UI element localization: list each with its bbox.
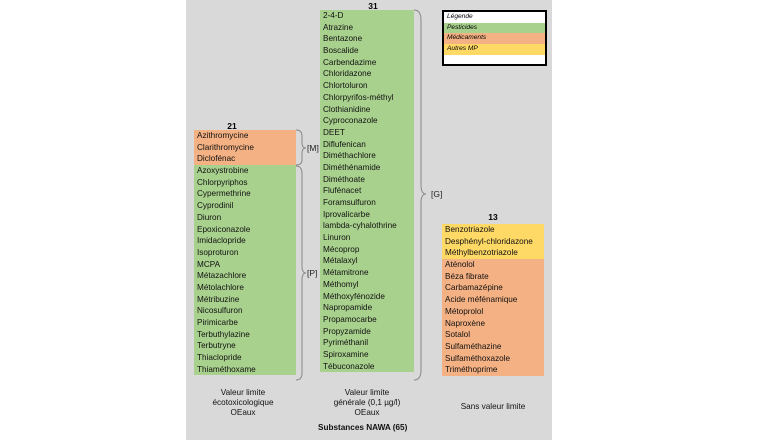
right-medicament-item: Sulfaméthazine — [442, 340, 544, 353]
right-medicament-item: Acide méfénamique — [442, 294, 544, 306]
left-pesticide-item: Pirimicarbe — [194, 317, 296, 329]
middle-pesticide-item: Bentazone — [320, 33, 414, 46]
left-caption: Valeur limite écotoxicologique OEaux — [194, 388, 292, 418]
middle-pesticide-item: Propyzamide — [320, 325, 414, 338]
middle-pesticide-item: Diméthénamide — [320, 161, 414, 174]
left-pesticide-item: Imidaclopride — [194, 235, 296, 247]
left-pesticide-item: Diuron — [194, 211, 296, 224]
left-caption-line3: OEaux — [230, 408, 256, 417]
middle-pesticide-item: DEET — [320, 126, 414, 139]
left-pesticide-item: Terbuthylazine — [194, 328, 296, 341]
middle-pesticide-item: Boscalide — [320, 45, 414, 57]
left-pesticide-item: Azoxystrobine — [194, 165, 296, 177]
middle-caption-line2: générale (0,1 µg/l) — [333, 398, 401, 407]
middle-pesticide-item: Chlortoluron — [320, 80, 414, 92]
right-medicament-item: Aténolol — [442, 259, 544, 271]
left-pesticide-item: Epoxiconazole — [194, 223, 296, 236]
left-pesticides-list: Azoxystrobine Chlorpyriphos Cypermethrine C… — [194, 165, 296, 376]
left-pesticide-item: Terbutryne — [194, 340, 296, 353]
left-medicaments-brace — [295, 129, 307, 166]
brace-label-m: [M] — [307, 143, 319, 153]
right-autre-item: Desphényl-chloridazone — [442, 235, 544, 248]
left-pesticide-item: Thiaméthoxame — [194, 363, 296, 376]
middle-pesticide-item: Napropamide — [320, 302, 414, 314]
middle-pesticide-item: Métamitrone — [320, 267, 414, 279]
legend-title: Légende — [447, 13, 473, 20]
middle-caption: Valeur limite générale (0,1 µg/l) OEaux — [318, 388, 416, 418]
middle-pesticide-item: Clothianidine — [320, 103, 414, 116]
middle-pesticide-item: Pyriméthanil — [320, 337, 414, 349]
right-autres-list: Benzotriazole Desphényl-chloridazone Méthy… — [442, 224, 544, 260]
left-medicament-item: Diclofénac — [194, 153, 296, 166]
right-caption: Sans valeur limite — [442, 402, 544, 412]
middle-pesticide-item: Diméthachlore — [320, 150, 414, 162]
legend: Légende Pesticides Médicaments Autres MP — [442, 10, 547, 66]
middle-pesticide-item: Iprovalicarbe — [320, 208, 414, 221]
left-medicament-item: Clarithromycine — [194, 141, 296, 154]
middle-pesticide-item: Linuron — [320, 232, 414, 244]
left-pesticide-item: Cypermethrine — [194, 188, 296, 201]
left-count: 21 — [227, 121, 237, 131]
footer-title: Substances NAWA (65) — [318, 423, 408, 432]
middle-pesticide-item: Chloridazone — [320, 68, 414, 81]
right-medicaments-list: Aténolol Béza fibrate Carbamazépine Acide m… — [442, 259, 544, 376]
left-medicaments-list: Azithromycine Clarithromycine Diclofénac — [194, 130, 296, 166]
legend-autres-mp: Autres MP — [444, 44, 545, 55]
middle-pesticide-item: Méthomyl — [320, 278, 414, 291]
left-pesticide-item: Thiaclopride — [194, 352, 296, 364]
middle-pesticide-item: Métalaxyl — [320, 255, 414, 268]
middle-brace — [413, 9, 427, 381]
middle-pesticide-item: Carbendazime — [320, 56, 414, 69]
legend-pesticides: Pesticides — [444, 22, 545, 34]
middle-pesticides-list: 2-4-D Atrazine Bentazone Boscalide Carbendaz… — [320, 10, 414, 373]
middle-pesticide-item: lambda-cyhalothrine — [320, 220, 414, 233]
left-pesticide-item: Métolachlore — [194, 281, 296, 294]
brace-label-p: [P] — [307, 268, 318, 278]
left-pesticide-item: Nicosulfuron — [194, 305, 296, 318]
middle-pesticide-item: Méthoxyfénozide — [320, 290, 414, 303]
middle-pesticide-item: Atrazine — [320, 21, 414, 34]
middle-pesticide-item: Tébuconazole — [320, 360, 414, 373]
left-pesticide-item: Cyprodinil — [194, 200, 296, 212]
right-autre-item: Méthylbenzotriazole — [442, 247, 544, 260]
middle-pesticide-item: Diméthoate — [320, 173, 414, 186]
right-medicament-item: Métoprolol — [442, 305, 544, 318]
middle-caption-line3: OEaux — [354, 408, 380, 417]
right-medicament-item: Triméthoprime — [442, 364, 544, 376]
left-pesticide-item: Chlorpyriphos — [194, 176, 296, 189]
legend-medicaments: Médicaments — [444, 33, 545, 45]
right-autre-item: Benzotriazole — [442, 224, 544, 236]
middle-pesticide-item: Chlorpyrifos-méthyl — [320, 91, 414, 104]
middle-pesticide-item: Propamocarbe — [320, 313, 414, 326]
middle-pesticide-item: Foramsulfuron — [320, 197, 414, 209]
right-medicament-item: Sulfaméthoxazole — [442, 352, 544, 365]
left-pesticide-item: Métazachlore — [194, 270, 296, 282]
left-pesticides-brace — [295, 165, 307, 381]
left-pesticide-item: MCPA — [194, 258, 296, 271]
right-medicament-item: Naproxène — [442, 317, 544, 330]
middle-pesticide-item: 2-4-D — [320, 10, 414, 22]
middle-count: 31 — [368, 1, 378, 11]
right-medicament-item: Sotalol — [442, 329, 544, 341]
right-caption-line1: Sans valeur limite — [460, 402, 526, 411]
middle-pesticide-item: Cyproconazole — [320, 115, 414, 127]
right-medicament-item: Béza fibrate — [442, 270, 544, 283]
middle-pesticide-item: Diflufenican — [320, 138, 414, 151]
left-caption-line2: écotoxicologique — [212, 398, 274, 407]
left-pesticide-item: Isoproturon — [194, 246, 296, 259]
right-medicament-item: Carbamazépine — [442, 282, 544, 295]
middle-caption-line1: Valeur limite — [344, 388, 390, 397]
left-pesticide-item: Métribuzine — [194, 293, 296, 306]
right-count: 13 — [488, 212, 498, 222]
middle-pesticide-item: Flufénacet — [320, 185, 414, 197]
left-medicament-item: Azithromycine — [194, 130, 296, 142]
brace-label-g: [G] — [431, 189, 443, 199]
middle-pesticide-item: Mécoprop — [320, 243, 414, 256]
middle-pesticide-item: Spiroxamine — [320, 348, 414, 361]
left-caption-line1: Valeur limite — [220, 388, 266, 397]
